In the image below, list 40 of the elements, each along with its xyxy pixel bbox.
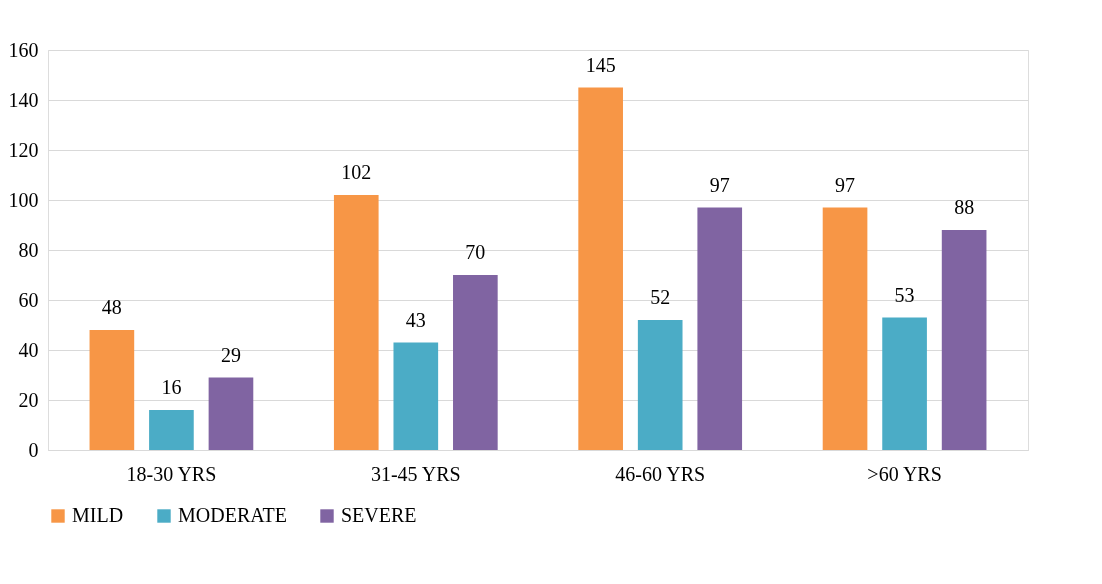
bar <box>208 377 254 450</box>
x-tick-label: 31-45 YRS <box>370 462 461 485</box>
data-label: 52 <box>650 286 671 308</box>
data-label: 29 <box>220 343 241 366</box>
data-label: 88 <box>954 196 975 218</box>
x-tick-label: 18-30 YRS <box>126 462 217 485</box>
y-tick-label: 100 <box>8 188 39 211</box>
bar <box>333 195 379 450</box>
y-tick-label: 0 <box>28 438 39 461</box>
y-tick-label: 120 <box>8 138 39 161</box>
y-tick-label: 40 <box>18 338 39 361</box>
y-tick-label: 140 <box>8 88 39 111</box>
y-tick-label: 60 <box>18 288 39 311</box>
bar <box>882 317 927 450</box>
bar <box>453 275 498 450</box>
data-label: 102 <box>341 161 372 183</box>
bar <box>637 320 683 450</box>
data-label: 48 <box>101 296 122 318</box>
bar <box>822 207 868 450</box>
bar <box>941 230 987 450</box>
x-tick-label: >60 YRS <box>867 462 942 485</box>
y-tick-label: 80 <box>18 238 39 261</box>
y-tick-label: 20 <box>18 388 39 411</box>
legend-label: SEVERE <box>341 504 417 526</box>
x-tick-label: 46-60 YRS <box>615 462 706 485</box>
legend-label: MODERATE <box>178 504 287 526</box>
bar <box>697 207 743 450</box>
data-label: 145 <box>585 53 616 76</box>
bar <box>89 330 135 450</box>
data-label: 53 <box>894 283 915 306</box>
data-label: 70 <box>465 241 486 263</box>
y-tick-label: 160 <box>8 38 39 61</box>
legend-label: MILD <box>72 504 124 526</box>
data-label: 16 <box>161 376 182 398</box>
data-label: 43 <box>405 308 426 331</box>
data-label: 97 <box>709 173 730 196</box>
bar <box>149 410 194 450</box>
data-label: 97 <box>835 173 856 196</box>
bar <box>393 342 439 450</box>
bar <box>578 87 623 450</box>
